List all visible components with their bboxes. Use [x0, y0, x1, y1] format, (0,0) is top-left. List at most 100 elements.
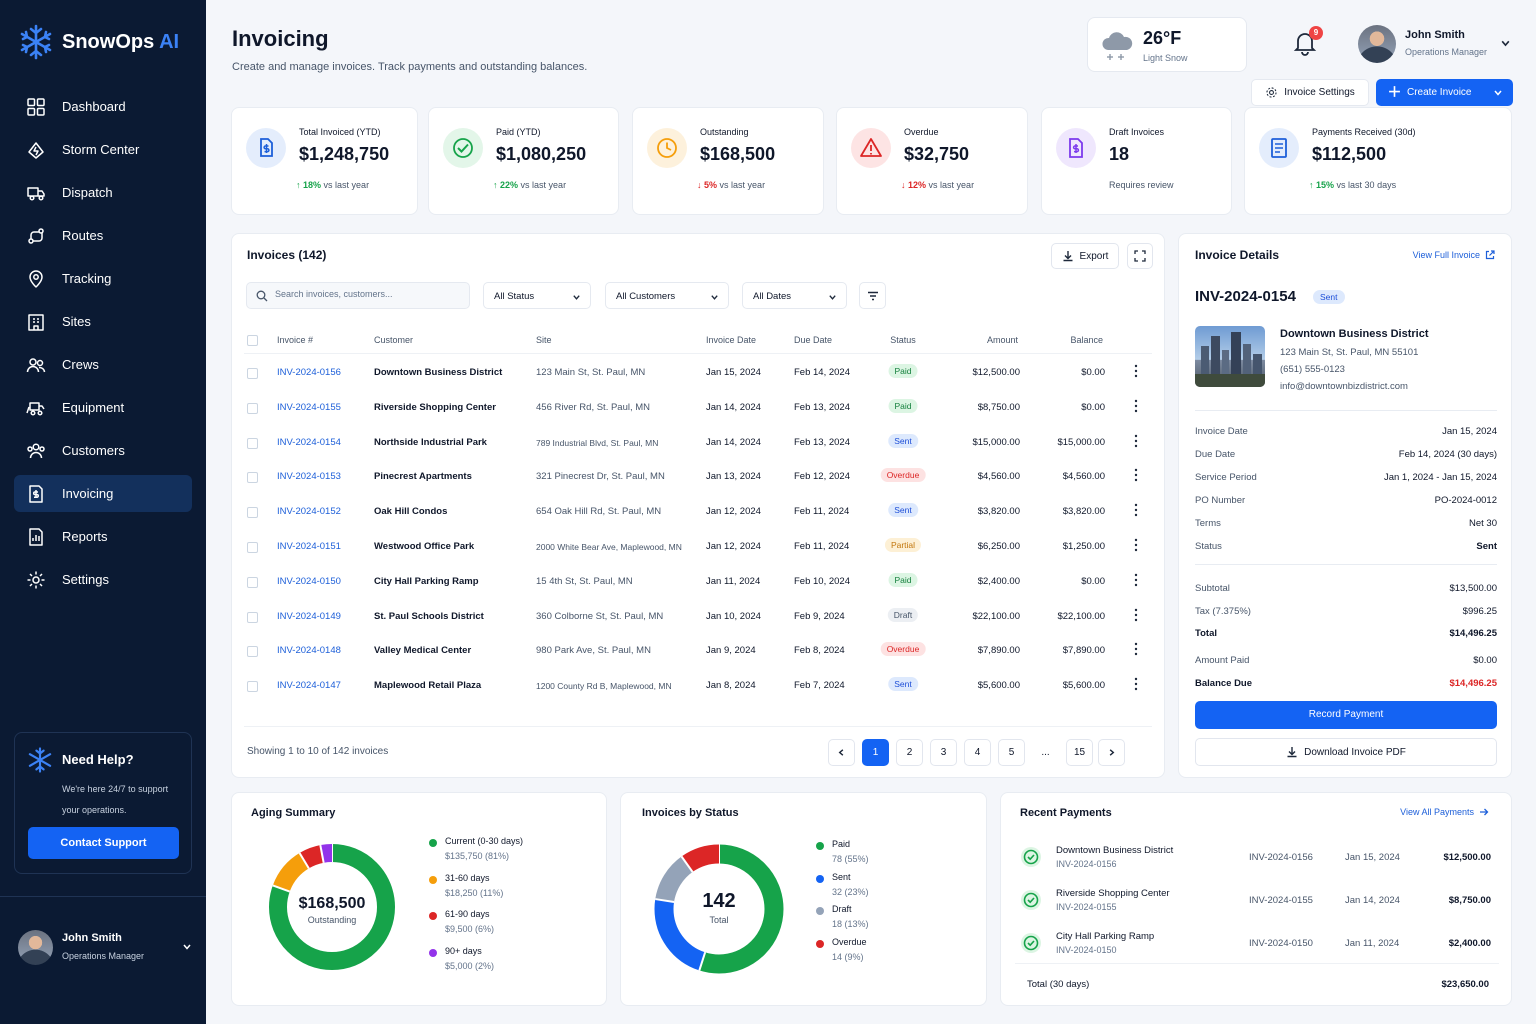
row-checkbox[interactable]: [247, 681, 258, 693]
sidebar-item-sites[interactable]: Sites: [14, 303, 192, 340]
details-email[interactable]: info@downtownbizdistrict.com: [1280, 381, 1408, 392]
contact-support-button[interactable]: Contact Support: [28, 827, 179, 859]
invoice-link[interactable]: INV-2024-0151: [277, 541, 341, 552]
customer-filter[interactable]: All Customers: [605, 282, 729, 309]
table-row[interactable]: INV-2024-0155 Riverside Shopping Center 45…: [232, 391, 1166, 426]
row-checkbox[interactable]: [247, 576, 258, 588]
payment-row[interactable]: Riverside Shopping Center INV-2024-0155 IN…: [1001, 884, 1513, 927]
invoice-link[interactable]: INV-2024-0149: [277, 610, 341, 622]
sidebar-item-invoicing[interactable]: Invoicing: [14, 475, 192, 512]
row-actions-button[interactable]: [1134, 434, 1138, 451]
kpi-card[interactable]: Draft Invoices 18 Requires review: [1041, 107, 1232, 215]
sidebar-item-routes[interactable]: Routes: [14, 217, 192, 254]
donut-segment[interactable]: [269, 844, 395, 970]
view-full-invoice-link[interactable]: View Full Invoice: [1413, 250, 1495, 260]
row-checkbox[interactable]: [247, 646, 258, 658]
row-actions-button[interactable]: [1134, 677, 1138, 694]
row-actions-button[interactable]: [1134, 538, 1138, 555]
payment-row[interactable]: Downtown Business District INV-2024-0156 I…: [1001, 841, 1513, 884]
sidebar-item-storm-center[interactable]: Storm Center: [14, 131, 192, 168]
donut-segment[interactable]: [654, 844, 784, 974]
column-header[interactable]: Site: [536, 335, 552, 345]
table-row[interactable]: INV-2024-0151 Westwood Office Park 2000 Wh…: [232, 530, 1166, 565]
kpi-card[interactable]: Payments Received (30d) $112,500 ↑ 15% vs …: [1244, 107, 1512, 215]
row-actions-button[interactable]: [1134, 642, 1138, 659]
sidebar-item-settings[interactable]: Settings: [14, 561, 192, 598]
column-header[interactable]: Customer: [374, 335, 414, 345]
row-checkbox[interactable]: [247, 472, 258, 484]
column-header[interactable]: Due Date: [794, 335, 833, 345]
page-button[interactable]: 15: [1066, 739, 1093, 766]
row-actions-button[interactable]: [1134, 503, 1138, 520]
table-row[interactable]: INV-2024-0149 St. Paul Schools District 36…: [232, 600, 1166, 635]
select-all-checkbox[interactable]: [247, 335, 258, 346]
page-button[interactable]: 4: [964, 739, 991, 766]
row-checkbox[interactable]: [247, 368, 258, 379]
page-button[interactable]: 1: [862, 739, 889, 766]
date-filter[interactable]: All Dates: [742, 282, 847, 309]
payment-row[interactable]: City Hall Parking Ramp INV-2024-0150 INV-2…: [1001, 927, 1513, 970]
invoice-link[interactable]: INV-2024-0156: [277, 367, 341, 378]
bell-icon[interactable]: [1293, 30, 1317, 56]
table-row[interactable]: INV-2024-0147 Maplewood Retail Plaza 1200 …: [232, 669, 1166, 704]
donut-segment[interactable]: [654, 844, 784, 974]
sidebar-user[interactable]: John Smith Operations Manager: [0, 896, 206, 1024]
table-row[interactable]: INV-2024-0152 Oak Hill Condos 654 Oak Hill…: [232, 495, 1166, 530]
table-row[interactable]: INV-2024-0154 Northside Industrial Park 78…: [232, 426, 1166, 461]
weather-widget[interactable]: 26°F Light Snow: [1087, 17, 1247, 72]
invoice-link[interactable]: INV-2024-0153: [277, 471, 341, 483]
sidebar-item-customers[interactable]: Customers: [14, 432, 192, 469]
record-payment-button[interactable]: Record Payment: [1195, 701, 1497, 729]
row-actions-button[interactable]: [1134, 573, 1138, 590]
page-button[interactable]: 5: [998, 739, 1025, 766]
table-row[interactable]: INV-2024-0150 City Hall Parking Ramp 15 4t…: [232, 565, 1166, 600]
row-checkbox[interactable]: [247, 437, 258, 449]
column-header[interactable]: Invoice Date: [706, 335, 757, 345]
status-filter[interactable]: All Status: [483, 282, 591, 309]
table-row[interactable]: INV-2024-0156 Downtown Business District 1…: [232, 356, 1166, 391]
row-checkbox[interactable]: [247, 507, 258, 519]
invoice-link[interactable]: INV-2024-0152: [277, 506, 341, 518]
next-page-button[interactable]: [1098, 739, 1125, 766]
sidebar-item-equipment[interactable]: Equipment: [14, 389, 192, 426]
row-checkbox[interactable]: [247, 611, 258, 623]
search-box[interactable]: [246, 282, 470, 309]
sidebar-item-tracking[interactable]: Tracking: [14, 260, 192, 297]
kpi-card[interactable]: Total Invoiced (YTD) $1,248,750 ↑ 18% vs l…: [231, 107, 418, 215]
sidebar-item-reports[interactable]: Reports: [14, 518, 192, 555]
row-checkbox[interactable]: [247, 402, 258, 414]
filter-button[interactable]: [859, 282, 886, 309]
sidebar-item-crews[interactable]: Crews: [14, 346, 192, 383]
chevron-down-icon[interactable]: [1500, 38, 1511, 49]
column-header[interactable]: Balance: [1070, 335, 1103, 345]
sidebar-item-dashboard[interactable]: Dashboard: [14, 88, 192, 125]
invoice-link[interactable]: INV-2024-0148: [277, 645, 341, 657]
column-header[interactable]: Status: [890, 335, 916, 345]
page-button[interactable]: 3: [930, 739, 957, 766]
page-button[interactable]: 2: [896, 739, 923, 766]
payment-invoice[interactable]: INV-2024-0155: [1249, 895, 1313, 906]
expand-button[interactable]: [1127, 243, 1153, 269]
view-all-payments-link[interactable]: View All Payments: [1400, 807, 1489, 817]
invoice-link[interactable]: INV-2024-0150: [277, 575, 341, 587]
invoice-link[interactable]: INV-2024-0155: [277, 401, 341, 413]
kpi-card[interactable]: Paid (YTD) $1,080,250 ↑ 22% vs last year: [428, 107, 619, 215]
invoice-link[interactable]: INV-2024-0154: [277, 436, 341, 448]
row-actions-button[interactable]: [1134, 399, 1138, 416]
download-pdf-button[interactable]: Download Invoice PDF: [1195, 738, 1497, 766]
chevron-down-icon[interactable]: [1493, 88, 1503, 98]
table-row[interactable]: INV-2024-0153 Pinecrest Apartments 321 Pin…: [232, 460, 1166, 495]
column-header[interactable]: Invoice #: [277, 335, 314, 345]
sidebar-item-dispatch[interactable]: Dispatch: [14, 174, 192, 211]
table-row[interactable]: INV-2024-0148 Valley Medical Center 980 Pa…: [232, 634, 1166, 669]
row-actions-button[interactable]: [1134, 468, 1138, 485]
search-input[interactable]: [275, 289, 460, 299]
row-actions-button[interactable]: [1134, 364, 1138, 381]
row-checkbox[interactable]: [247, 542, 258, 553]
chevron-down-icon[interactable]: [182, 942, 192, 952]
export-button[interactable]: Export: [1051, 243, 1119, 269]
prev-page-button[interactable]: [828, 739, 855, 766]
payment-invoice[interactable]: INV-2024-0156: [1249, 852, 1313, 863]
kpi-card[interactable]: Outstanding $168,500 ↓ 5% vs last year: [632, 107, 824, 215]
invoice-link[interactable]: INV-2024-0147: [277, 680, 341, 692]
